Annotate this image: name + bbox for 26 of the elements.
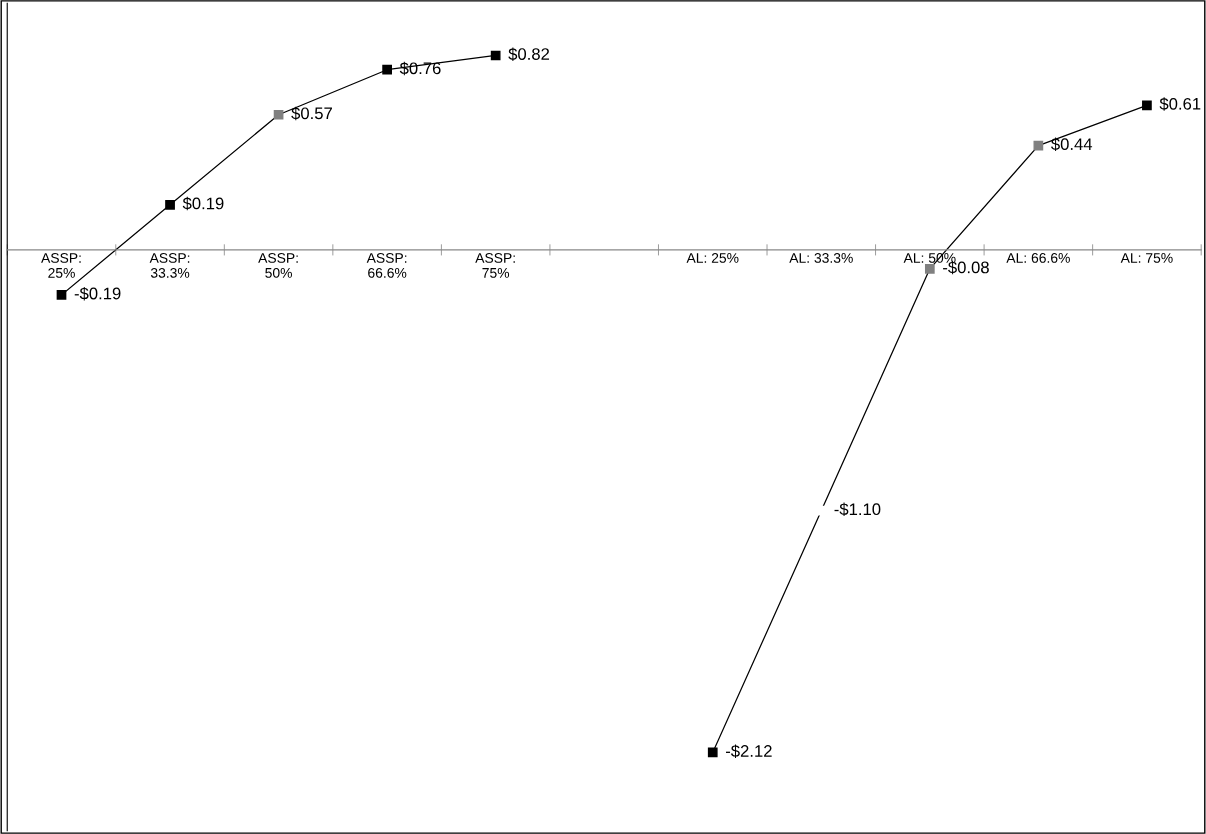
x-tick-label: AL: 75% xyxy=(1120,253,1173,263)
x-tick-label: AL: 33.3% xyxy=(789,253,853,263)
x-tick-label: ASSP: 33.3% xyxy=(149,253,190,278)
x-tick-label: ASSP: 66.6% xyxy=(366,253,407,278)
x-tick-label: ASSP: 25% xyxy=(41,253,81,278)
data-label: $0.76 xyxy=(399,61,441,76)
data-label: $0.19 xyxy=(182,196,224,211)
point xyxy=(707,747,718,758)
data-label: -$2.12 xyxy=(725,744,772,758)
x-tick-label: ASSP: 50% xyxy=(258,253,298,278)
point xyxy=(490,50,501,61)
point xyxy=(924,263,935,274)
data-label: -$0.19 xyxy=(74,286,121,301)
point xyxy=(56,290,67,300)
data-label: $0.82 xyxy=(508,47,550,61)
point xyxy=(382,64,392,75)
point xyxy=(273,109,284,120)
point xyxy=(1142,100,1152,111)
point xyxy=(165,199,175,210)
data-label: $0.61 xyxy=(1159,97,1201,111)
data-label: -$1.10 xyxy=(834,502,881,517)
data-label: $0.57 xyxy=(291,106,332,121)
x-tick-label: ASSP: 75% xyxy=(475,253,515,278)
data-label: $0.44 xyxy=(1051,137,1093,152)
x-tick-label: AL: 25% xyxy=(686,253,739,263)
x-tick-label: AL: 66.6% xyxy=(1006,253,1070,263)
